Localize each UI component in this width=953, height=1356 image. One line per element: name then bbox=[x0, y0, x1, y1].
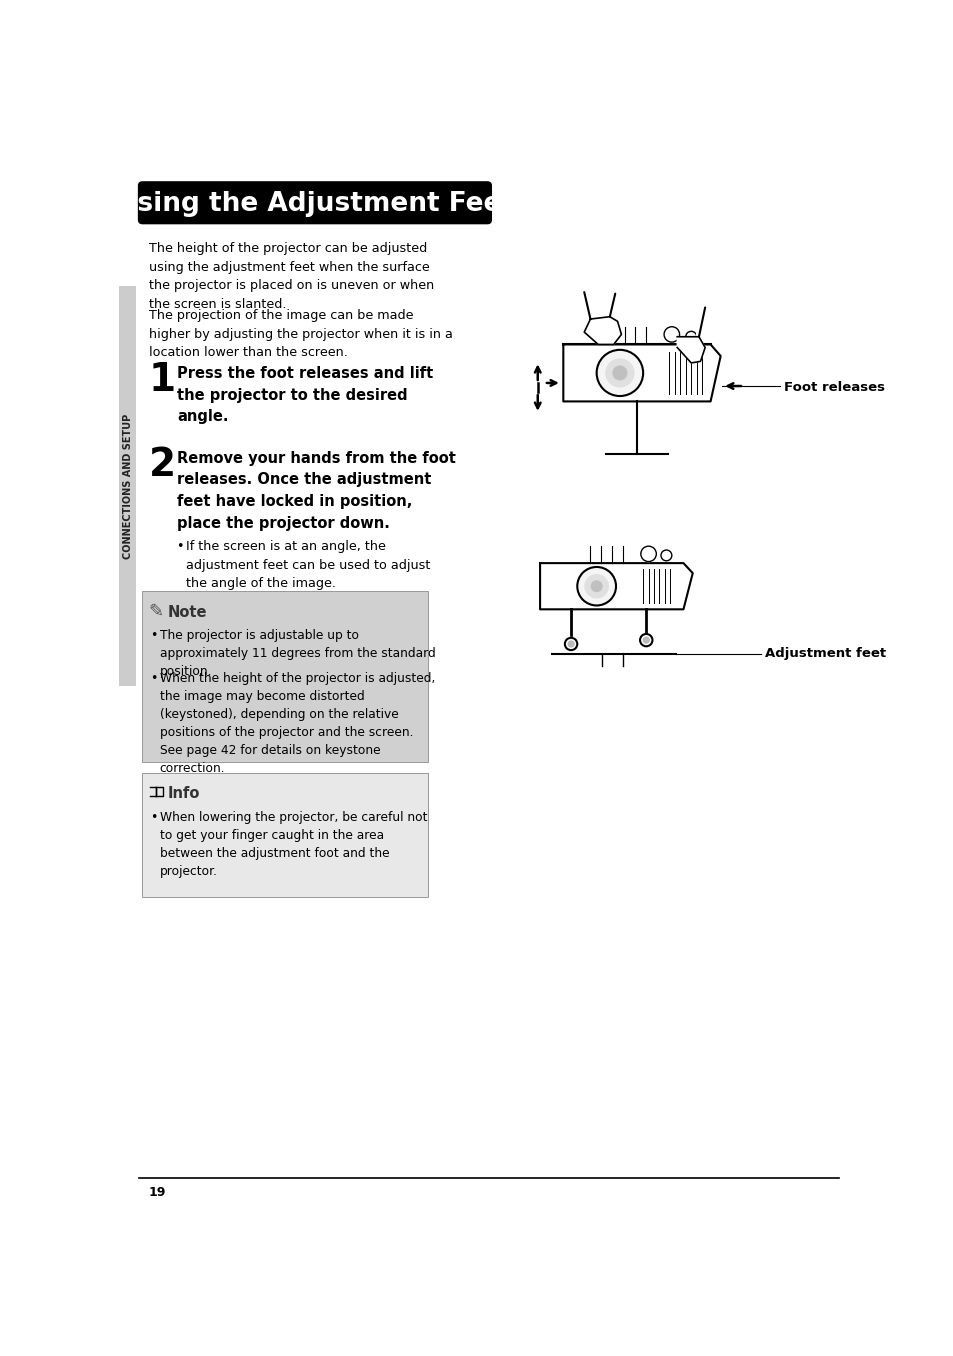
FancyBboxPatch shape bbox=[119, 286, 136, 686]
Text: •: • bbox=[150, 629, 157, 643]
Text: Press the foot releases and lift
the projector to the desired
angle.: Press the foot releases and lift the pro… bbox=[177, 366, 434, 424]
Polygon shape bbox=[583, 317, 620, 344]
FancyBboxPatch shape bbox=[137, 182, 492, 224]
FancyBboxPatch shape bbox=[142, 591, 427, 762]
Text: •: • bbox=[150, 811, 157, 824]
Text: The projector is adjustable up to
approximately 11 degrees from the standard
pos: The projector is adjustable up to approx… bbox=[159, 629, 435, 678]
Text: 1: 1 bbox=[149, 362, 175, 400]
Text: Adjustment feet: Adjustment feet bbox=[764, 647, 885, 660]
Text: ✎: ✎ bbox=[149, 603, 164, 621]
Text: Using the Adjustment Feet: Using the Adjustment Feet bbox=[115, 191, 513, 217]
Text: 19: 19 bbox=[149, 1185, 166, 1199]
Circle shape bbox=[584, 575, 608, 598]
Circle shape bbox=[596, 350, 642, 396]
Circle shape bbox=[564, 637, 577, 650]
Text: 2: 2 bbox=[149, 446, 175, 484]
Text: When lowering the projector, be careful not
to get your finger caught in the are: When lowering the projector, be careful … bbox=[159, 811, 427, 879]
Text: •: • bbox=[150, 671, 157, 685]
Text: The projection of the image can be made
higher by adjusting the projector when i: The projection of the image can be made … bbox=[149, 309, 452, 359]
Polygon shape bbox=[539, 563, 692, 609]
Circle shape bbox=[567, 641, 574, 647]
Circle shape bbox=[605, 359, 633, 386]
Text: The height of the projector can be adjusted
using the adjustment feet when the s: The height of the projector can be adjus… bbox=[149, 241, 434, 311]
Text: When the height of the projector is adjusted,
the image may become distorted
(ke: When the height of the projector is adju… bbox=[159, 671, 435, 774]
Text: Foot releases: Foot releases bbox=[783, 381, 884, 395]
Circle shape bbox=[577, 567, 616, 606]
Text: Remove your hands from the foot
releases. Once the adjustment
feet have locked i: Remove your hands from the foot releases… bbox=[177, 450, 456, 530]
Circle shape bbox=[663, 327, 679, 342]
Text: CONNECTIONS AND SETUP: CONNECTIONS AND SETUP bbox=[123, 414, 132, 559]
Polygon shape bbox=[677, 336, 704, 363]
Circle shape bbox=[660, 551, 671, 561]
Circle shape bbox=[640, 546, 656, 561]
Circle shape bbox=[612, 366, 626, 380]
Circle shape bbox=[685, 331, 696, 342]
Text: If the screen is at an angle, the
adjustment feet can be used to adjust
the angl: If the screen is at an angle, the adjust… bbox=[186, 540, 430, 590]
Text: •: • bbox=[176, 540, 184, 553]
Text: Info: Info bbox=[167, 786, 199, 801]
Circle shape bbox=[639, 635, 652, 647]
Text: Note: Note bbox=[167, 605, 207, 620]
FancyBboxPatch shape bbox=[142, 773, 427, 898]
Circle shape bbox=[591, 580, 601, 591]
Circle shape bbox=[642, 637, 649, 643]
Polygon shape bbox=[562, 344, 720, 401]
